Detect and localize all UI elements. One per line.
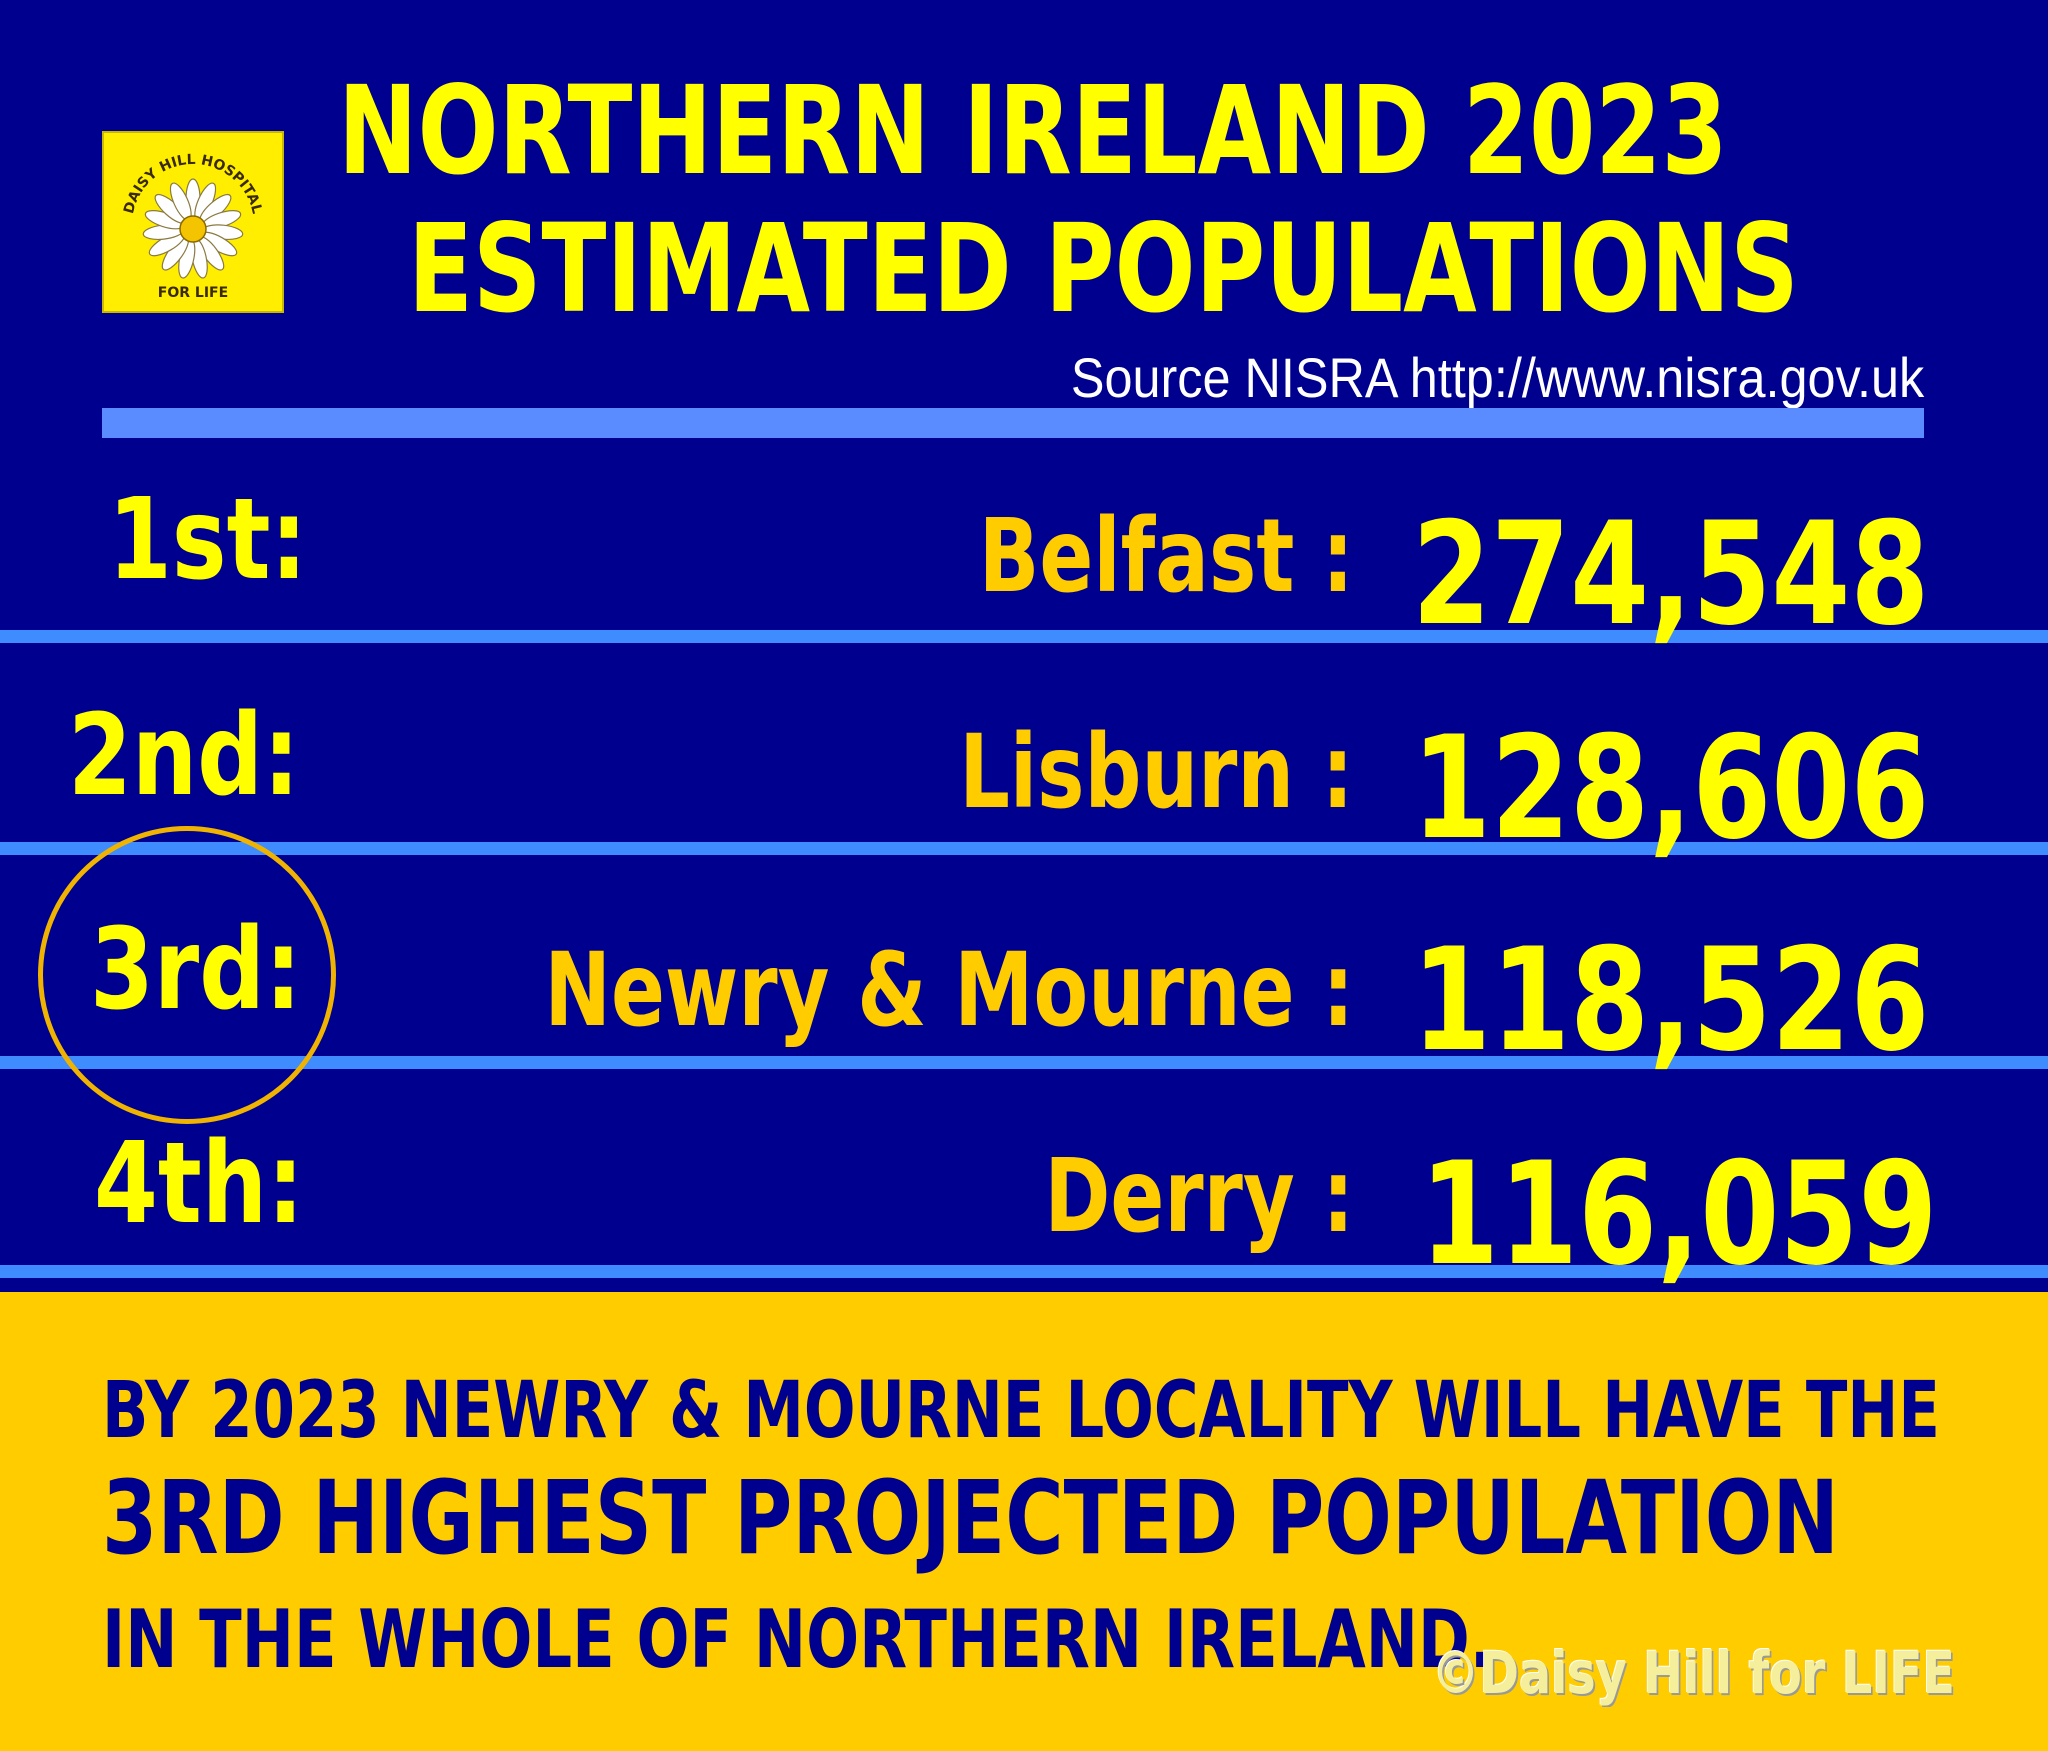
rank-label: 1st: (108, 475, 308, 605)
population-value: 274,548 (1412, 492, 1930, 657)
header-divider (102, 408, 1924, 438)
population-value: 116,059 (1420, 1132, 1938, 1297)
place-name: Derry : (1044, 1137, 1354, 1256)
row-separator (0, 842, 2048, 855)
daisy-hill-logo: DAISY HILL HOSPITAL FOR LIFE (102, 131, 284, 313)
population-value: 128,606 (1412, 706, 1930, 871)
population-value: 118,526 (1412, 918, 1930, 1083)
rank-label: 3rd: (90, 905, 302, 1035)
row-separator (0, 1265, 2048, 1278)
daisy-flower-icon: DAISY HILL HOSPITAL FOR LIFE (121, 152, 265, 301)
row-separator (0, 1056, 2048, 1069)
copyright-text: ©Daisy Hill for LIFE (1432, 1639, 1955, 1707)
place-name: Belfast : (978, 497, 1354, 616)
rank-label: 4th: (94, 1119, 304, 1249)
place-name: Lisburn : (959, 713, 1354, 832)
logo-bottom-text: FOR LIFE (158, 285, 228, 301)
footer-line1: BY 2023 NEWRY & MOURNE LOCALITY WILL HAV… (102, 1366, 1940, 1456)
footer-line2: 3RD HIGHEST PROJECTED POPULATION (102, 1459, 1839, 1578)
footer-line3: IN THE WHOLE OF NORTHERN IRELAND. (102, 1593, 1494, 1686)
highlight-circle (38, 826, 336, 1124)
rank-label: 2nd: (68, 691, 300, 821)
footer-panel (0, 1292, 2048, 1751)
page-title-line1: NORTHERN IRELAND 2023 (338, 60, 1728, 202)
source-text: Source NISRA http://www.nisra.gov.uk (1070, 346, 1924, 409)
row-separator (0, 630, 2048, 643)
page-title-line2: ESTIMATED POPULATIONS (408, 198, 1799, 340)
place-name: Newry & Mourne : (544, 931, 1354, 1050)
